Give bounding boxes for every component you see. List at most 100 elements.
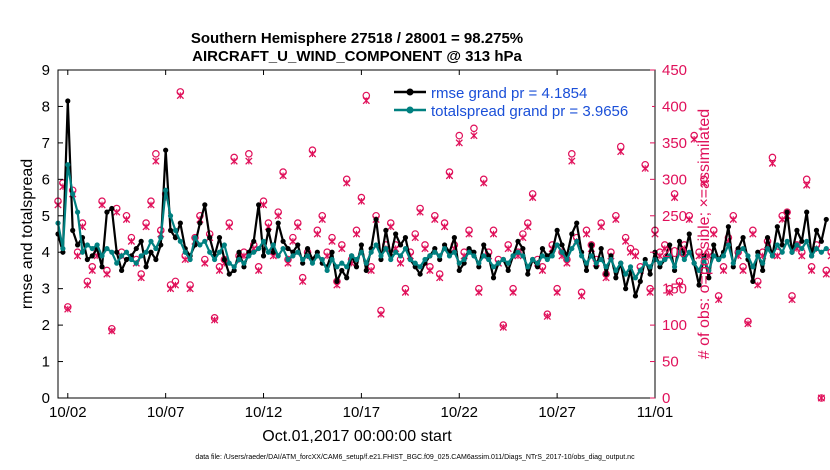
spread-point bbox=[211, 256, 218, 263]
spread-point bbox=[182, 249, 188, 255]
spread-point bbox=[172, 227, 179, 233]
obs-assimilated-point bbox=[778, 215, 786, 224]
spread-point bbox=[730, 260, 736, 266]
obs-assimilated-point bbox=[714, 295, 723, 304]
obs-assimilated-point bbox=[294, 223, 302, 231]
rmse-point bbox=[226, 271, 232, 277]
obs-assimilated-point bbox=[710, 230, 718, 238]
obs-assimilated-point bbox=[98, 201, 106, 209]
rmse-point bbox=[397, 242, 404, 248]
rmse-point bbox=[476, 264, 482, 270]
spread-point bbox=[148, 238, 154, 244]
y-axis-label-right: # of obs: o=possible; ×=assimilated bbox=[696, 109, 713, 359]
rmse-point bbox=[755, 249, 761, 255]
spread-point bbox=[588, 253, 594, 259]
obs-assimilated-point bbox=[499, 323, 507, 331]
rmse-point bbox=[784, 209, 790, 215]
spread-point bbox=[187, 256, 193, 263]
spread-point bbox=[373, 242, 379, 248]
obs-assimilated-point bbox=[700, 179, 708, 187]
spread-point bbox=[779, 249, 785, 255]
rmse-point bbox=[104, 209, 110, 215]
rmse-point bbox=[520, 245, 526, 252]
rmse-point bbox=[344, 275, 350, 281]
obs-assimilated-point bbox=[675, 281, 684, 289]
obs-assimilated-point bbox=[83, 281, 92, 289]
spread-point bbox=[676, 249, 683, 255]
spread-point bbox=[686, 249, 692, 255]
obs-assimilated-point bbox=[299, 277, 307, 286]
spread-point bbox=[256, 245, 262, 252]
spread-point bbox=[437, 253, 443, 259]
spread-point bbox=[153, 245, 159, 252]
spread-point bbox=[94, 242, 100, 248]
rmse-point bbox=[290, 249, 296, 255]
obs-possible-point bbox=[245, 150, 253, 158]
obs-assimilated-point bbox=[626, 248, 635, 256]
rmse-point bbox=[794, 227, 800, 233]
chart-title-line1: Southern Hemisphere 27518 / 28001 = 98.2… bbox=[191, 30, 523, 47]
rmse-point bbox=[750, 278, 756, 284]
spread-point bbox=[701, 256, 707, 263]
rmse-point bbox=[363, 267, 369, 274]
legend: rmse grand pr = 4.1854 totalspread grand… bbox=[390, 80, 652, 120]
spread-point bbox=[632, 275, 639, 281]
rmse-point bbox=[275, 220, 281, 226]
spread-point bbox=[138, 253, 144, 259]
obs-assimilated-point bbox=[357, 197, 366, 205]
spread-point bbox=[104, 245, 110, 252]
x-tick-label: 10/22 bbox=[440, 404, 478, 421]
rmse-point bbox=[486, 253, 492, 259]
spread-point bbox=[559, 249, 565, 255]
obs-assimilated-point bbox=[695, 252, 703, 260]
obs-assimilated-point bbox=[396, 259, 405, 267]
rmse-point bbox=[554, 227, 560, 233]
obs-assimilated-point bbox=[122, 215, 131, 224]
obs-assimilated-point bbox=[568, 157, 576, 165]
spread-point bbox=[207, 249, 213, 255]
spread-point bbox=[158, 235, 164, 241]
spread-point bbox=[329, 256, 335, 263]
obs-possible-point bbox=[470, 124, 478, 133]
spread-point bbox=[216, 249, 223, 255]
rmse-point bbox=[559, 242, 565, 248]
x-tick-label: 11/01 bbox=[637, 404, 673, 421]
obs-assimilated-point bbox=[387, 223, 395, 231]
y-tick-label-left: 4 bbox=[42, 244, 50, 261]
obs-possible-point bbox=[455, 131, 464, 140]
obs-possible-point bbox=[827, 248, 830, 256]
obs-assimilated-point bbox=[113, 208, 121, 216]
rmse-point bbox=[304, 245, 311, 252]
rmse-point bbox=[172, 235, 179, 241]
obs-assimilated-point bbox=[431, 215, 439, 224]
spread-point bbox=[667, 253, 673, 259]
rmse-point bbox=[197, 220, 203, 226]
obs-assimilated-point bbox=[225, 223, 233, 231]
y-tick-label-right: 200 bbox=[662, 244, 687, 261]
rmse-point bbox=[598, 245, 604, 252]
rmse-point bbox=[515, 238, 521, 244]
spread-point bbox=[412, 260, 418, 266]
spread-point bbox=[260, 238, 267, 244]
obs-assimilated-point bbox=[343, 179, 351, 187]
rmse-point bbox=[593, 264, 599, 270]
spread-point bbox=[789, 249, 795, 255]
obs-assimilated-point bbox=[352, 230, 361, 238]
rmse-point bbox=[696, 282, 702, 288]
obs-assimilated-point bbox=[108, 327, 116, 335]
spread-point bbox=[598, 256, 604, 263]
obs-assimilated-point bbox=[524, 223, 532, 231]
spread-point bbox=[486, 256, 492, 263]
obs-assimilated-point bbox=[631, 252, 640, 260]
obs-assimilated-point bbox=[803, 181, 811, 189]
obs-assimilated-point bbox=[338, 244, 346, 253]
spread-point bbox=[544, 256, 550, 263]
rmse-point bbox=[373, 216, 379, 223]
rmse-point bbox=[138, 238, 144, 244]
spread-point bbox=[769, 253, 776, 259]
rmse-point bbox=[153, 256, 159, 263]
spread-point bbox=[530, 256, 536, 263]
rmse-point bbox=[623, 286, 629, 292]
obs-assimilated-point bbox=[411, 233, 419, 242]
spread-point bbox=[784, 238, 790, 244]
